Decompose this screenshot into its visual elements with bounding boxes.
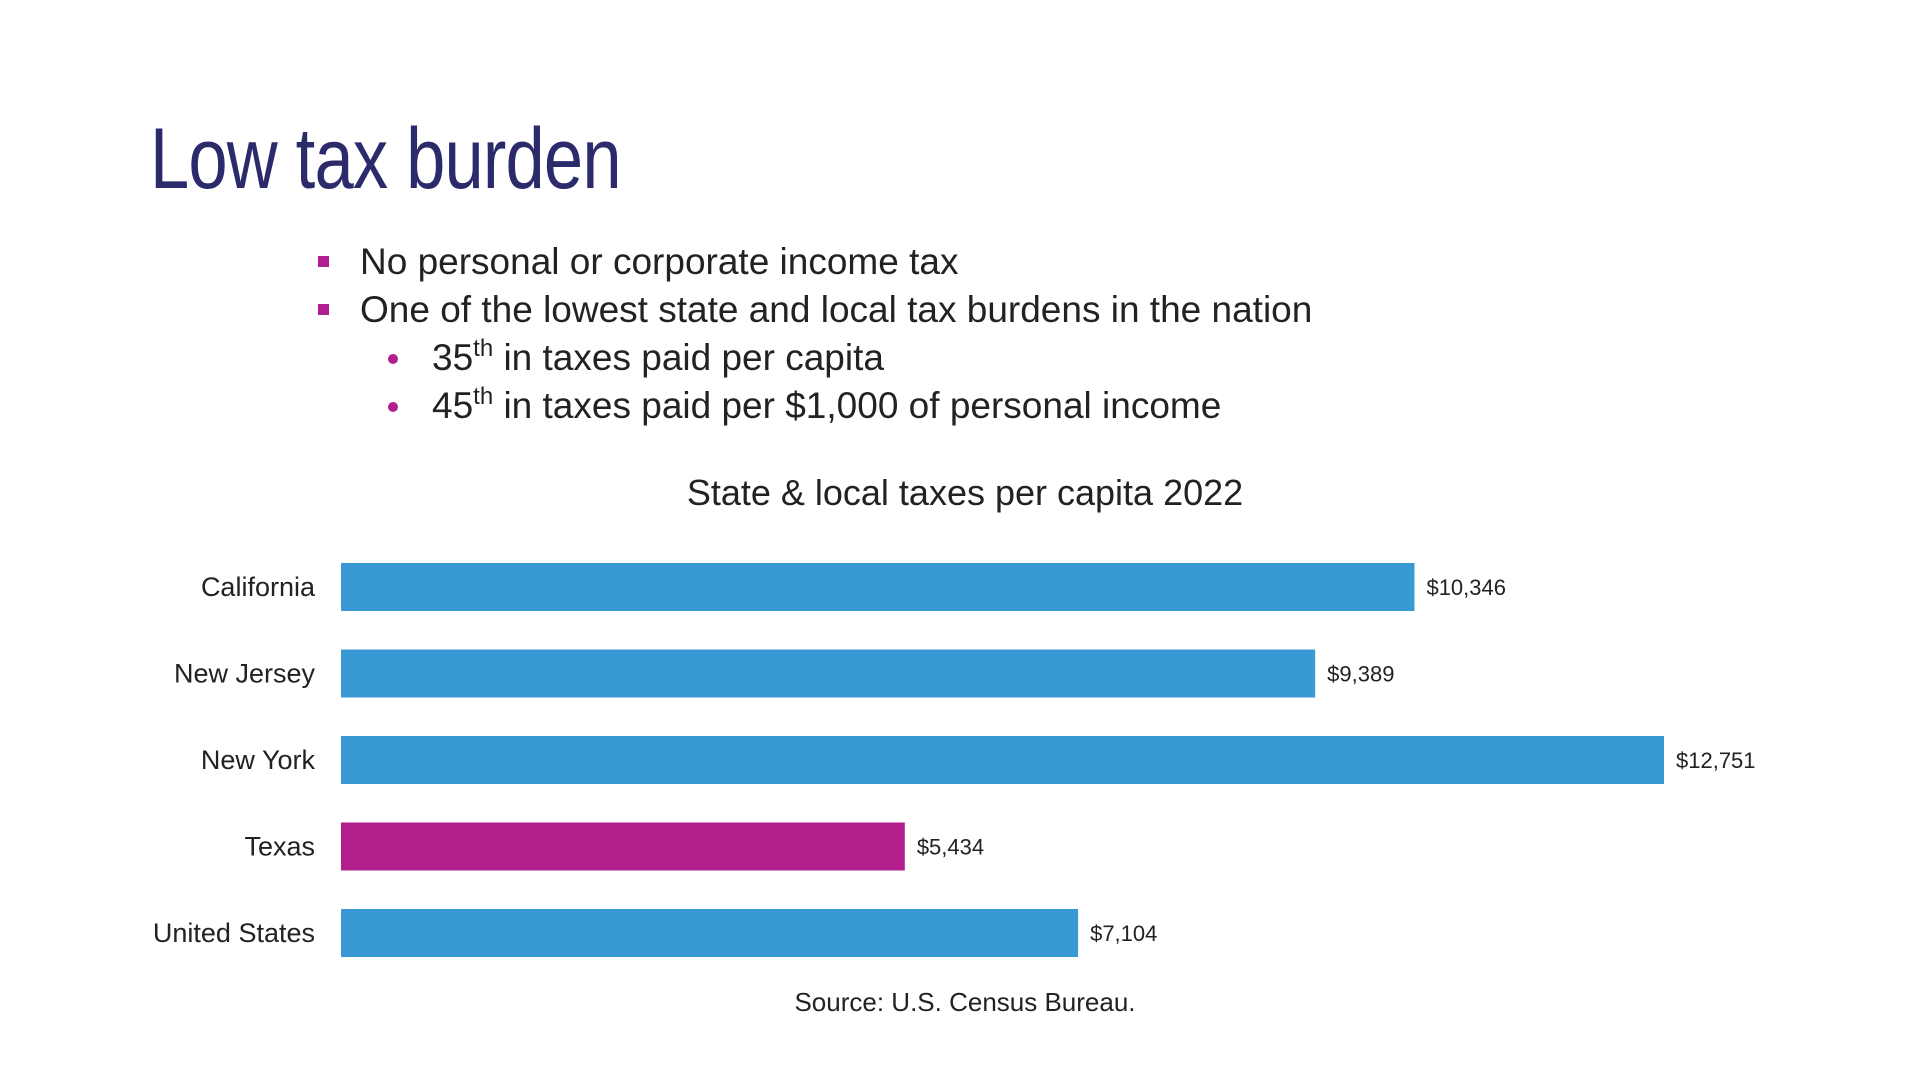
dot-bullet-icon [388,354,398,364]
bullet-item: One of the lowest state and local tax bu… [315,286,1312,334]
dot-bullet-icon [388,402,398,412]
sub-bullet-item: 45th in taxes paid per $1,000 of persona… [315,382,1312,430]
category-label: Texas [244,832,315,862]
category-label: New York [201,745,316,775]
bullet-rank-suffix: th [473,383,494,410]
category-label: New Jersey [174,659,316,689]
square-bullet-icon [318,256,329,267]
chart-title: State & local taxes per capita 2022 [686,472,1244,513]
value-label: $12,751 [1676,748,1756,773]
bullet-rank: 45 [432,385,474,426]
bullet-text: in taxes paid per capita [493,337,884,378]
value-label: $10,346 [1426,575,1506,600]
source-note: Source: U.S. Census Bureau. [794,987,1136,1017]
bullet-rank-suffix: th [473,335,494,362]
category-label: California [201,572,316,602]
bullet-rank: 35 [432,337,474,378]
category-label: United States [153,918,315,948]
value-label: $9,389 [1327,662,1394,687]
bullet-text: in taxes paid per $1,000 of personal inc… [493,385,1222,426]
bar-california [341,563,1415,611]
bar-new-york [341,736,1664,784]
slide-title: Low tax burden [150,111,622,207]
bar-texas [341,822,905,871]
value-label: $5,434 [917,835,984,860]
bar-new-jersey [341,649,1316,698]
value-label: $7,104 [1090,921,1157,946]
square-bullet-icon [318,304,329,315]
sub-bullet-item: 35th in taxes paid per capita [315,334,1312,382]
bullet-text: One of the lowest state and local tax bu… [360,289,1313,330]
bullet-list: No personal or corporate income tax One … [315,238,1312,430]
bullet-item: No personal or corporate income tax [315,238,1312,286]
bullet-text: No personal or corporate income tax [360,241,959,282]
bar-united-states [341,909,1079,957]
